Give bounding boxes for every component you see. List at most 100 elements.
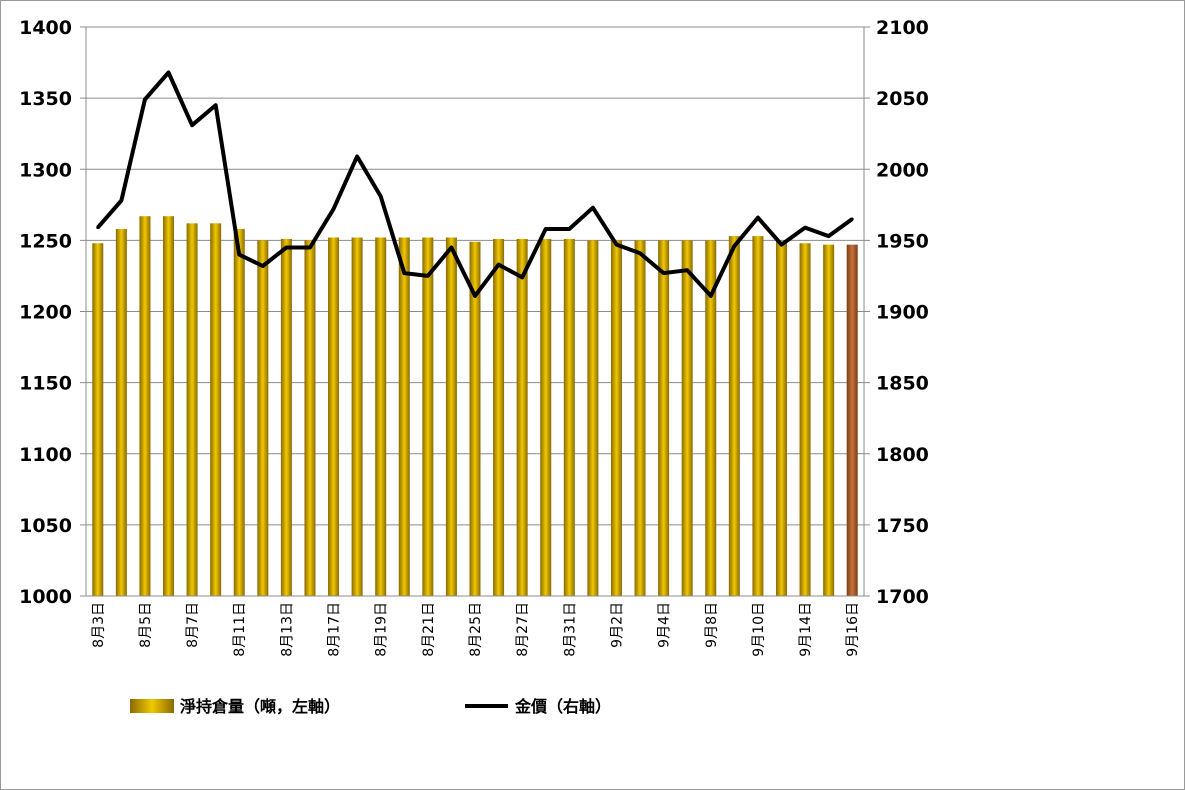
x-axis-tick-label: 8月7日 (185, 602, 201, 648)
bar (799, 243, 811, 596)
x-axis-tick-label: 8月27日 (515, 602, 531, 657)
bar (681, 240, 693, 596)
price-point (96, 226, 100, 230)
price-point (591, 206, 595, 210)
bar (139, 216, 151, 596)
bar (422, 237, 434, 596)
price-point (850, 217, 854, 221)
price-point (143, 98, 147, 102)
price-point (402, 271, 406, 275)
price-point (544, 227, 548, 231)
right-axis-tick-label: 1850 (876, 373, 929, 395)
price-point (449, 245, 453, 249)
price-point (261, 264, 265, 268)
bar (115, 228, 127, 596)
legend-bar-swatch (130, 699, 174, 713)
x-axis-tick-label: 8月25日 (468, 602, 484, 657)
price-point (732, 244, 736, 248)
x-axis-tick-label: 8月13日 (279, 602, 295, 657)
price-point (355, 154, 359, 158)
price-point (379, 194, 383, 198)
left-axis-tick-label: 1400 (19, 17, 72, 39)
bar (469, 241, 481, 597)
bar-layer (92, 216, 858, 597)
left-axis-tick-label: 1150 (19, 373, 72, 395)
right-axis-tick-label: 1950 (876, 230, 929, 252)
bar (563, 238, 575, 596)
price-point (614, 243, 618, 247)
x-axis-tick-label: 9月16日 (845, 602, 861, 657)
bar (280, 238, 292, 596)
legend-line-label: 金價（右軸） (514, 697, 611, 716)
price-point (638, 251, 642, 255)
bar (728, 236, 740, 597)
left-axis-tick-label: 1250 (19, 230, 72, 252)
price-point (284, 245, 288, 249)
bar (540, 238, 552, 596)
bar (752, 236, 764, 597)
bar (610, 240, 622, 596)
price-point (426, 274, 430, 278)
x-axis-tick-label: 8月17日 (327, 602, 343, 657)
price-point (779, 243, 783, 247)
bar (587, 240, 599, 596)
bar (705, 240, 717, 596)
left-axis-tick-label: 1100 (19, 444, 72, 466)
x-axis-tick-label: 8月31日 (562, 602, 578, 657)
x-axis-tick-label: 8月19日 (374, 602, 390, 657)
x-axis-tick-label: 9月8日 (704, 602, 720, 648)
price-point (473, 294, 477, 298)
x-axis-tick-label: 9月10日 (751, 602, 767, 657)
right-axis-tick-label: 1750 (876, 515, 929, 537)
price-point (167, 71, 171, 75)
right-axis-tick-label: 2100 (876, 17, 929, 39)
bar (846, 244, 858, 596)
right-axis-tick-label: 1900 (876, 302, 929, 324)
price-point (662, 271, 666, 275)
price-point (214, 103, 218, 107)
price-point (332, 207, 336, 211)
bar (257, 240, 269, 596)
bar (823, 244, 835, 596)
bar (658, 240, 670, 596)
left-axis-tick-label: 1000 (19, 586, 72, 608)
price-point (497, 263, 501, 267)
right-axis-tick-label: 1800 (876, 444, 929, 466)
line-layer (96, 70, 854, 298)
bar (233, 228, 245, 596)
bar (304, 240, 316, 596)
bar (398, 237, 410, 596)
price-point (119, 199, 123, 203)
bar (351, 237, 363, 596)
right-axis-tick-label: 2050 (876, 88, 929, 110)
axis-layer: 1000 1050 1100 1150 1200 1250 1300 1350 1400 1700… (19, 17, 929, 657)
x-axis-tick-label: 9月14日 (798, 602, 814, 657)
price-point (237, 253, 241, 257)
price-point (567, 227, 571, 231)
x-axis-tick-label: 8月21日 (421, 602, 437, 657)
bar (210, 223, 222, 596)
price-point (756, 216, 760, 220)
bar (92, 243, 104, 596)
bar (775, 241, 787, 597)
x-axis-tick-label: 9月2日 (609, 602, 625, 648)
x-axis-tick-label: 8月3日 (91, 602, 107, 648)
price-point (190, 123, 194, 127)
bar (445, 237, 457, 596)
right-axis-tick-label: 2000 (876, 159, 929, 181)
left-axis-tick-label: 1350 (19, 88, 72, 110)
bar (634, 240, 646, 596)
left-axis-tick-label: 1200 (19, 302, 72, 324)
price-point (685, 268, 689, 272)
bar (328, 237, 340, 596)
bar (163, 216, 175, 596)
bar (493, 238, 505, 596)
x-axis-tick-label: 8月5日 (138, 602, 154, 648)
price-point (520, 275, 524, 279)
left-axis-tick-label: 1050 (19, 515, 72, 537)
legend: 淨持倉量（噸，左軸） 金價（右軸） (130, 697, 611, 716)
x-axis-tick-label: 9月4日 (657, 602, 673, 648)
right-axis-tick-label: 1700 (876, 586, 929, 608)
x-axis-tick-label: 8月11日 (232, 602, 248, 657)
